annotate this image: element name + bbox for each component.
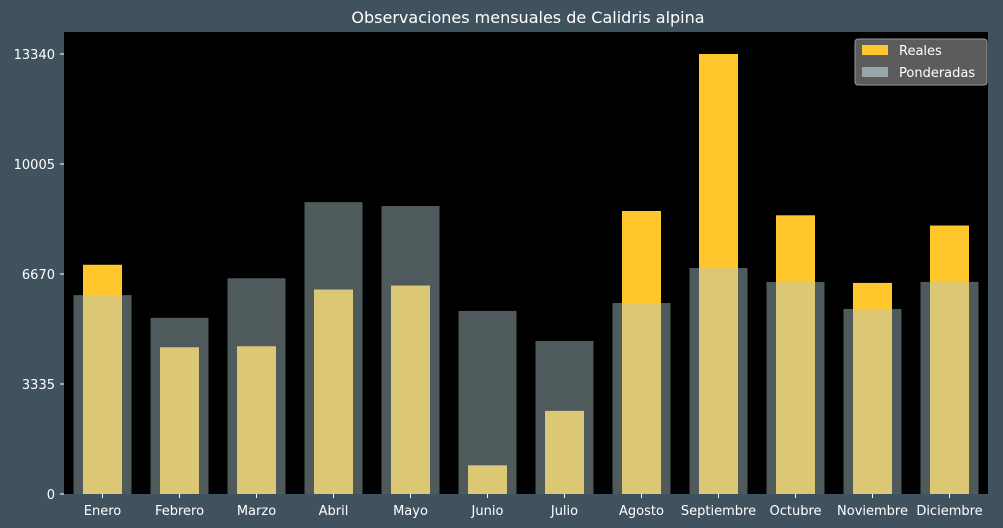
x-tick-label-enero: Enero — [84, 504, 122, 519]
legend-swatch-ponderadas — [862, 67, 888, 77]
bar-reales-febrero — [160, 347, 199, 494]
x-tick-label-febrero: Febrero — [155, 504, 204, 519]
y-tick-label-13340: 13340 — [14, 48, 55, 63]
y-tick-label-0: 0 — [47, 488, 55, 503]
y-tick-label-6670: 6670 — [22, 268, 55, 283]
x-tick-label-abril: Abril — [319, 504, 349, 519]
legend-label-ponderadas: Ponderadas — [899, 66, 975, 81]
bar-ponderadas-agosto — [612, 303, 671, 494]
bar-reales-julio — [545, 410, 584, 494]
bar-ponderadas-diciembre — [920, 281, 979, 494]
x-tick-label-diciembre: Diciembre — [916, 504, 982, 519]
bar-reales-septiembre — [699, 54, 738, 494]
bar-ponderadas-julio — [535, 340, 594, 494]
x-tick-label-mayo: Mayo — [393, 504, 428, 519]
x-tick-label-julio: Julio — [550, 504, 578, 519]
bar-reales-noviembre — [853, 282, 892, 494]
bar-ponderadas-abril — [304, 202, 363, 494]
bar-reales-mayo — [391, 285, 430, 494]
bar-reales-marzo — [237, 346, 276, 494]
y-tick-label-10005: 10005 — [14, 158, 55, 173]
bar-ponderadas-octubre — [766, 281, 825, 494]
bar-reales-octubre — [776, 215, 815, 494]
bar-reales-enero — [83, 264, 122, 494]
legend-label-reales: Reales — [899, 44, 942, 59]
x-tick-label-septiembre: Septiembre — [681, 504, 756, 519]
plot-area — [64, 32, 988, 494]
bar-ponderadas-mayo — [381, 206, 440, 495]
x-tick-label-junio: Junio — [471, 504, 504, 519]
x-tick-label-noviembre: Noviembre — [837, 504, 908, 519]
bar-ponderadas-septiembre — [689, 268, 748, 494]
x-tick-label-marzo: Marzo — [237, 504, 276, 519]
chart-title: Observaciones mensuales de Calidris alpi… — [351, 8, 704, 27]
legend: Reales Ponderadas — [854, 38, 988, 86]
x-tick-label-octubre: Octubre — [769, 504, 821, 519]
y-tick-label-3335: 3335 — [22, 378, 55, 393]
bar-ponderadas-febrero — [150, 317, 209, 494]
bar-reales-abril — [314, 289, 353, 494]
bar-ponderadas-enero — [73, 295, 132, 494]
legend-swatch-reales — [862, 45, 888, 55]
bar-reales-diciembre — [930, 225, 969, 495]
bar-ponderadas-junio — [458, 310, 517, 494]
bar-reales-junio — [468, 465, 507, 494]
bar-ponderadas-marzo — [227, 278, 286, 494]
bar-reales-agosto — [622, 211, 661, 494]
bar-ponderadas-noviembre — [843, 308, 902, 494]
x-tick-label-agosto: Agosto — [619, 504, 664, 519]
